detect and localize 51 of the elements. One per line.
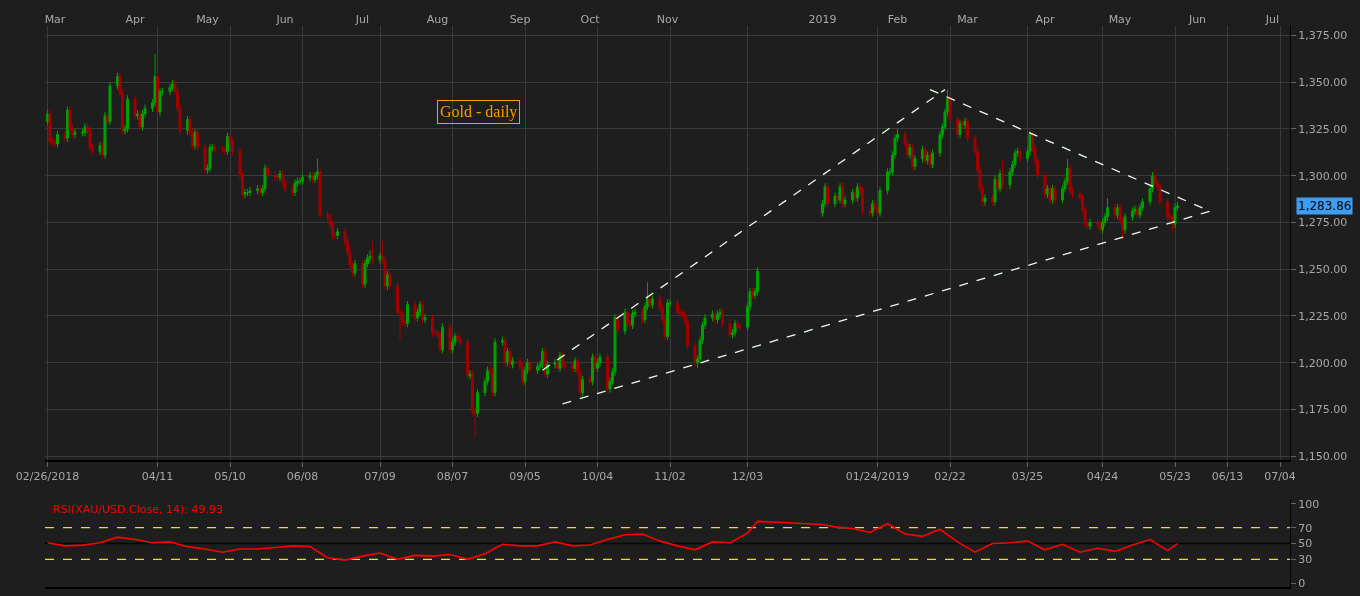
text: Gold - daily [440,103,518,121]
x-tick-label: 11/02 [654,470,686,484]
x2-tick-label: 2019 [808,12,837,26]
x-tick-label: 06/13 [1211,470,1244,484]
y-tick-label: 1,325.00 [1298,122,1348,136]
x-tick-label: 01/24/2019 [845,470,910,484]
x-tick-label: 05/10 [214,470,246,484]
x2-tick-label: May [1108,12,1132,26]
x2-tick-label: Sep [509,12,531,26]
x-tick-label: 12/03 [731,470,764,484]
y-tick-label: 1,275.00 [1298,216,1348,230]
x-tick-label: 08/07 [436,470,469,484]
y-tick-label: 1,375.00 [1298,29,1348,43]
y-tick-label: 1,225.00 [1298,309,1348,323]
x2-tick-label: May [196,12,220,26]
x2-tick-label: Jun [275,12,294,26]
x-tick-label: 06/08 [286,470,319,484]
x-tick-label: 04/11 [141,470,174,484]
y-tick-label: 1,350.00 [1298,75,1348,89]
x-tick-label: 02/26/2018 [15,470,80,484]
x-tick-label: 07/04 [1264,470,1296,484]
x2-tick-label: Mar [44,12,66,26]
x-tick-label: 09/05 [509,470,541,484]
x2-tick-label: Aug [426,12,449,26]
y-tick-label: 1,300.00 [1298,169,1348,183]
y-tick-label: 1,250.00 [1298,263,1348,277]
y-tick-label: 1,175.00 [1298,403,1348,417]
x2-tick-label: Feb [887,12,908,26]
x-tick-label: 03/25 [1011,470,1044,484]
y-tick-label: 30 [1298,553,1313,567]
x-tick-label: 07/09 [364,470,396,484]
x-tick-label: 05/23 [1159,470,1191,484]
text: 1,283.86 [1298,199,1352,213]
x2-tick-label: Apr [1035,12,1055,26]
x-tick-label: 04/24 [1086,470,1119,484]
x-tick-label: 10/04 [581,470,614,484]
x2-tick-label: Oct [580,12,601,26]
y-tick-label: 1,150.00 [1298,450,1348,464]
x2-tick-label: Nov [656,12,679,26]
x2-tick-label: Apr [125,12,145,26]
y-tick-label: 100 [1298,497,1320,511]
x-tick-label: 02/22 [934,470,966,484]
y-tick-label: 50 [1298,537,1313,551]
y-tick-label: 1,200.00 [1298,356,1348,370]
x2-tick-label: Jul [354,12,370,26]
x2-tick-label: Jun [1187,12,1207,26]
y-tick-label: 0 [1298,576,1306,590]
x2-tick-label: Mar [957,12,979,26]
chart-title: RSI(XAU/USD.Close, 14): 49.93 [53,503,223,516]
x2-tick-label: Jul [1264,12,1280,26]
y-tick-label: 70 [1298,521,1313,535]
